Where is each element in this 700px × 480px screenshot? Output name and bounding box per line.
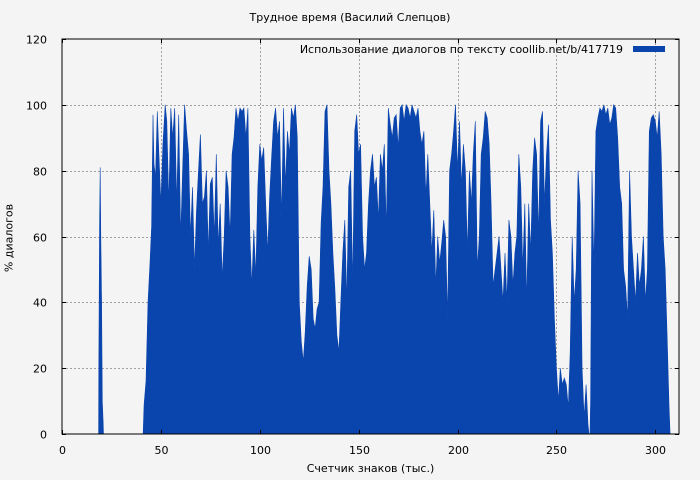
y-tick-label: 20 xyxy=(33,363,47,376)
x-tick-label: 100 xyxy=(250,444,271,457)
y-tick-label: 100 xyxy=(26,100,47,113)
y-tick-label: 60 xyxy=(33,232,47,245)
chart-title: Трудное время (Василий Слепцов) xyxy=(249,11,451,24)
y-tick-label: 0 xyxy=(40,429,47,442)
axis-ticks: 0 50 100 150 200 250 300 0 20 40 60 80 100 120 xyxy=(26,34,679,457)
y-tick-label: 120 xyxy=(26,34,47,47)
x-tick-label: 150 xyxy=(349,444,370,457)
x-tick-label: 300 xyxy=(645,444,666,457)
x-tick-label: 250 xyxy=(546,444,567,457)
x-tick-label: 50 xyxy=(155,444,169,457)
y-tick-label: 80 xyxy=(33,166,47,179)
x-tick-label: 0 xyxy=(59,444,66,457)
legend: Использование диалогов по тексту coollib… xyxy=(300,43,665,56)
series-area xyxy=(98,103,671,435)
x-axis-label: Счетчик знаков (тыс.) xyxy=(306,462,435,475)
x-tick-label: 200 xyxy=(448,444,469,457)
plot-frame xyxy=(61,38,680,435)
legend-swatch xyxy=(633,46,665,52)
legend-label: Использование диалогов по тексту coollib… xyxy=(300,43,623,56)
y-tick-label: 40 xyxy=(33,297,47,310)
series-layer xyxy=(98,103,671,435)
